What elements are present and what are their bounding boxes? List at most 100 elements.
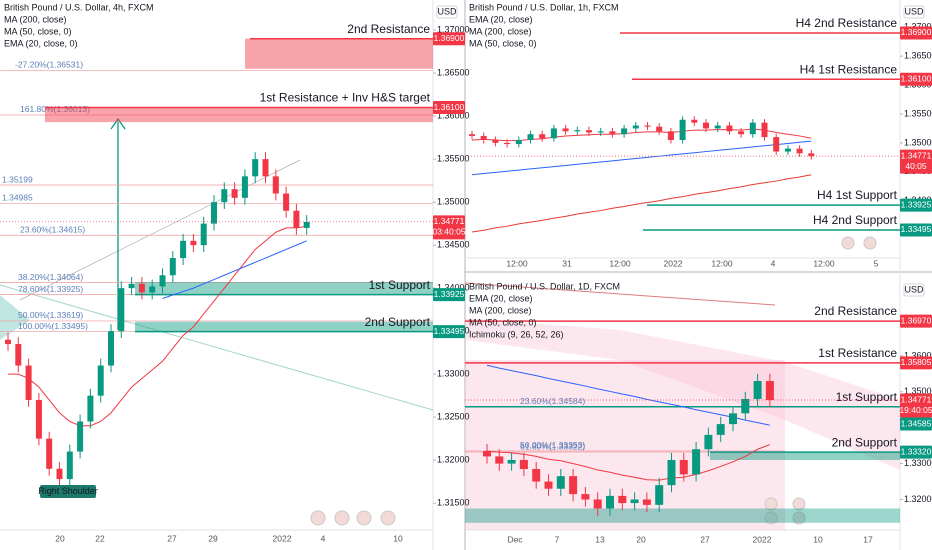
candle-body bbox=[231, 189, 238, 198]
candle-body bbox=[252, 159, 259, 177]
y-tick-label: 1.36500 bbox=[904, 50, 932, 60]
candle-body bbox=[480, 135, 487, 140]
candle-body bbox=[128, 283, 135, 289]
indicator-line bbox=[162, 240, 307, 299]
candle-body bbox=[773, 137, 780, 152]
y-tick-label: 1.37000 bbox=[437, 24, 470, 34]
candle-body bbox=[729, 413, 737, 425]
price-tag-label: 1.33925 bbox=[901, 199, 932, 209]
candle-body bbox=[738, 131, 745, 135]
candle-body bbox=[741, 398, 750, 414]
candle-body bbox=[692, 449, 701, 475]
legend-text: EMA (20, close) bbox=[469, 293, 533, 303]
fib-label: 23.60%(1.34584) bbox=[520, 396, 585, 406]
candle-body bbox=[586, 130, 592, 133]
x-tick-label: 4 bbox=[321, 533, 326, 543]
price-tag-label: 1.34771 bbox=[901, 150, 932, 160]
candle-body bbox=[609, 131, 616, 135]
x-tick-label: 20 bbox=[636, 534, 646, 544]
candle-body bbox=[272, 176, 279, 194]
y-tick-label: 1.32000 bbox=[437, 455, 470, 465]
candle-body bbox=[5, 339, 11, 345]
price-tag bbox=[433, 215, 465, 240]
candle-body bbox=[726, 125, 733, 132]
level-label: H4 1st Support bbox=[817, 188, 898, 202]
target-arrow-head bbox=[110, 117, 126, 130]
level-label: H4 2nd Support bbox=[813, 213, 898, 227]
price-tag bbox=[433, 32, 465, 46]
legend-text: MA (200, close) bbox=[469, 305, 532, 315]
candle-body bbox=[262, 159, 269, 177]
fib-label: 61.80%(1.33322) bbox=[520, 441, 585, 451]
candle-body bbox=[492, 139, 499, 143]
price-tag-label: 1.33320 bbox=[901, 446, 932, 456]
level-zone bbox=[45, 107, 433, 123]
candle-body bbox=[56, 468, 63, 480]
candle-body bbox=[469, 134, 475, 136]
y-tick-label: 1.36500 bbox=[437, 67, 470, 77]
fib-label: 38.20%(1.34064) bbox=[18, 272, 83, 282]
candle-body bbox=[118, 288, 125, 332]
price-tag-label: 1.36100 bbox=[434, 102, 465, 112]
candle-body bbox=[221, 189, 228, 203]
candle-body bbox=[581, 494, 590, 500]
candle-body bbox=[703, 122, 709, 129]
price-tag bbox=[900, 223, 932, 237]
indicator-line bbox=[471, 140, 812, 176]
fib-label: 50.00%(1.33619) bbox=[18, 310, 83, 320]
candle-body bbox=[507, 460, 516, 464]
candle-body bbox=[808, 153, 815, 157]
price-tag bbox=[900, 445, 932, 459]
candle-body bbox=[483, 451, 491, 457]
legend-text: British Pound / U.S. Dollar, 4h, FXCM bbox=[4, 2, 154, 12]
price-tag-label: 1.36900 bbox=[901, 27, 932, 37]
candle-body bbox=[667, 460, 676, 486]
legend-text: British Pound / U.S. Dollar, 1D, FXCM bbox=[469, 281, 620, 291]
y-tick-label: 1.34000 bbox=[437, 283, 470, 293]
price-tag bbox=[900, 417, 932, 431]
candle-body bbox=[293, 210, 300, 228]
candle-body bbox=[761, 122, 768, 138]
candle-body bbox=[283, 193, 290, 211]
candle-body bbox=[597, 131, 604, 133]
price-tag bbox=[433, 101, 465, 115]
x-tick-label: 2022 bbox=[753, 534, 772, 544]
candle-body bbox=[169, 258, 176, 276]
candle-body bbox=[539, 134, 546, 139]
fib-label: 161.80%(1.36013) bbox=[20, 104, 90, 114]
candle-body bbox=[716, 424, 725, 435]
candle-body bbox=[642, 499, 651, 505]
candle-body bbox=[519, 460, 528, 469]
candle-body bbox=[532, 468, 541, 482]
x-tick-label: 13 bbox=[595, 534, 605, 544]
candle-body bbox=[784, 148, 791, 152]
candle-body bbox=[621, 128, 628, 135]
x-tick-label: 4 bbox=[771, 258, 776, 268]
legend-text: MA (200, close) bbox=[4, 14, 67, 24]
price-tag-label: 1.35805 bbox=[901, 357, 932, 367]
currency-label: USD bbox=[437, 6, 457, 16]
candle-body bbox=[97, 365, 104, 396]
fib-label: 78.60%(1.33925) bbox=[18, 284, 83, 294]
indicator-line bbox=[471, 174, 812, 233]
fib-label: 1.34985 bbox=[2, 193, 33, 203]
level-label: H4 1st Resistance bbox=[800, 62, 898, 76]
legend-text: British Pound / U.S. Dollar, 1h, FXCM bbox=[469, 2, 619, 12]
level-label: H4 2nd Resistance bbox=[796, 16, 898, 30]
y-tick-label: 1.35000 bbox=[437, 197, 470, 207]
candle-body bbox=[495, 456, 504, 464]
x-tick-label: 29 bbox=[208, 533, 218, 543]
candle-body bbox=[190, 240, 197, 246]
candle-body bbox=[159, 275, 166, 287]
candle-body bbox=[714, 125, 721, 129]
candle-body bbox=[593, 499, 602, 509]
x-tick-label: 10 bbox=[393, 533, 403, 543]
ma-line bbox=[464, 282, 776, 306]
event-icons bbox=[310, 236, 877, 526]
candle-body bbox=[527, 134, 534, 140]
candle-body bbox=[515, 139, 522, 145]
price-tag-label: 1.33925 bbox=[434, 289, 465, 299]
price-tag bbox=[433, 325, 465, 339]
y-tick-label: 1.36000 bbox=[904, 350, 932, 360]
